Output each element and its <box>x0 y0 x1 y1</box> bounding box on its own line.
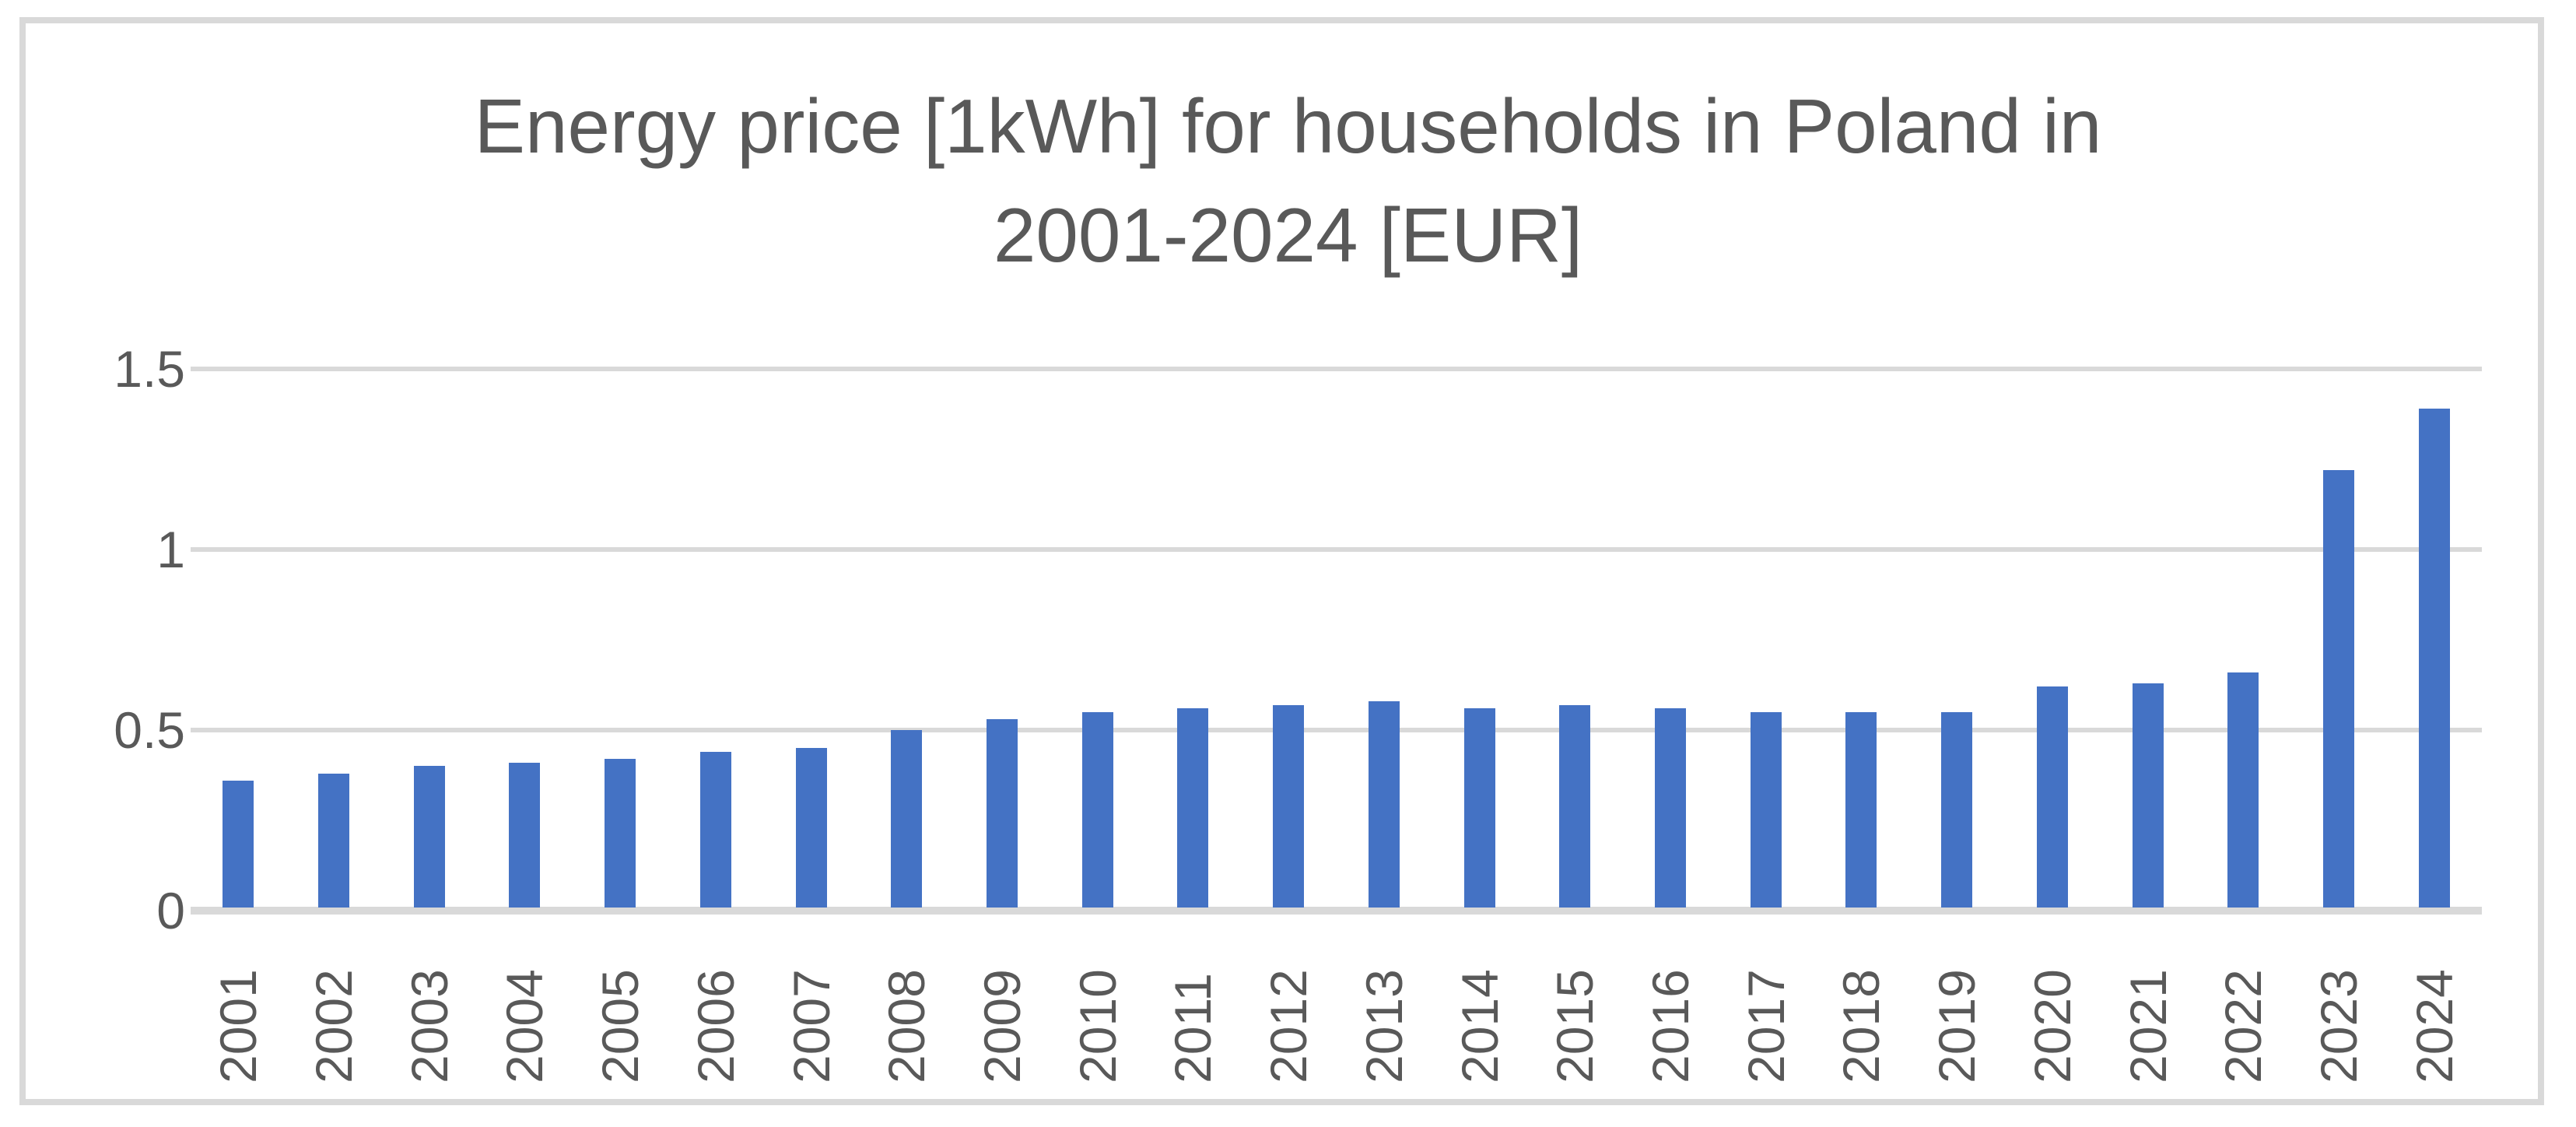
bar <box>1368 700 1400 908</box>
bar <box>2132 683 2164 908</box>
chart-border <box>19 17 2544 1105</box>
x-tick-label: 2024 <box>2405 951 2463 1083</box>
bar <box>987 719 1018 908</box>
x-tick-label-text: 2017 <box>1737 969 1795 1083</box>
x-tick-label: 2002 <box>305 951 363 1083</box>
x-tick-label: 2006 <box>686 951 745 1083</box>
x-tick-label-text: 2021 <box>2119 969 2177 1083</box>
bar <box>1177 708 1209 908</box>
x-tick-label: 2011 <box>1164 951 1222 1083</box>
bar <box>1941 711 1973 908</box>
x-tick-label-text: 2013 <box>1355 969 1413 1083</box>
x-tick-label: 2012 <box>1260 951 1318 1083</box>
x-tick-label: 2001 <box>209 951 268 1083</box>
x-tick-label-text: 2005 <box>591 969 650 1083</box>
x-tick-label-text: 2009 <box>973 969 1032 1083</box>
x-tick-label-text: 2022 <box>2214 969 2273 1083</box>
x-tick-label: 2019 <box>1928 951 1986 1083</box>
bar <box>223 780 254 908</box>
bar <box>1750 711 1782 908</box>
bar <box>699 751 731 908</box>
bar <box>1463 708 1495 908</box>
x-tick-label: 2005 <box>591 951 650 1083</box>
bar <box>605 759 636 908</box>
bar <box>795 748 827 908</box>
x-tick-label-text: 2024 <box>2405 969 2463 1083</box>
x-tick-label-text: 2015 <box>1546 969 1604 1083</box>
bar <box>891 730 923 908</box>
x-tick-label: 2021 <box>2119 951 2177 1083</box>
x-tick-label: 2020 <box>2023 951 2081 1083</box>
gridline <box>191 728 2482 732</box>
x-tick-label: 2023 <box>2309 951 2367 1083</box>
x-tick-label: 2003 <box>400 951 458 1083</box>
chart-title-line-1: Energy price [1kWh] for households in Po… <box>474 83 2102 169</box>
x-tick-label-text: 2014 <box>1450 969 1509 1083</box>
x-tick-label-text: 2007 <box>782 969 840 1083</box>
x-tick-label-text: 2002 <box>305 969 363 1083</box>
chart-title-line-2: 2001-2024 [EUR] <box>993 192 1583 278</box>
x-tick-label: 2009 <box>973 951 1032 1083</box>
x-tick-label: 2004 <box>496 951 554 1083</box>
y-tick-label: 0 <box>156 882 185 939</box>
bar <box>318 773 350 908</box>
x-tick-label-text: 2023 <box>2309 969 2367 1083</box>
x-tick-label: 2013 <box>1355 951 1413 1083</box>
x-tick-label-text: 2003 <box>400 969 458 1083</box>
x-tick-label-text: 2006 <box>686 969 745 1083</box>
y-tick-label: 0.5 <box>114 701 185 759</box>
x-tick-label-text: 2010 <box>1068 969 1127 1083</box>
x-tick-label: 2017 <box>1737 951 1795 1083</box>
x-tick-label-text: 2020 <box>2023 969 2081 1083</box>
bar <box>1273 704 1305 908</box>
x-tick-label-text: 2012 <box>1260 969 1318 1083</box>
x-tick-label-text: 2008 <box>878 969 936 1083</box>
bar <box>413 766 445 908</box>
bar <box>2227 672 2259 908</box>
bar <box>1081 711 1113 908</box>
bar <box>2036 686 2068 908</box>
gridline <box>191 367 2482 371</box>
x-tick-label: 2007 <box>782 951 840 1083</box>
x-tick-label: 2010 <box>1068 951 1127 1083</box>
gridline <box>191 547 2482 552</box>
bar <box>509 762 541 908</box>
x-tick-label-text: 2016 <box>1641 969 1699 1083</box>
chart-title: Energy price [1kWh] for households in Po… <box>26 72 2550 290</box>
y-tick-label: 1.5 <box>114 340 185 398</box>
x-tick-label: 2016 <box>1641 951 1699 1083</box>
x-tick-label-text: 2019 <box>1928 969 1986 1083</box>
x-tick-label-text: 2011 <box>1164 973 1222 1083</box>
bar <box>1654 708 1686 908</box>
bar <box>2418 409 2450 908</box>
x-tick-label: 2014 <box>1450 951 1509 1083</box>
y-tick-label: 1 <box>156 521 185 578</box>
bar <box>1845 711 1877 908</box>
x-tick-label: 2008 <box>878 951 936 1083</box>
x-tick-label: 2015 <box>1546 951 1604 1083</box>
x-tick-label-text: 2001 <box>209 969 268 1083</box>
x-tick-label: 2018 <box>1832 951 1891 1083</box>
x-tick-label-text: 2004 <box>496 969 554 1083</box>
bar <box>1559 704 1591 908</box>
x-tick-label-text: 2018 <box>1832 969 1891 1083</box>
x-axis-line <box>191 907 2482 915</box>
bar <box>2322 469 2354 908</box>
x-tick-label: 2022 <box>2214 951 2273 1083</box>
